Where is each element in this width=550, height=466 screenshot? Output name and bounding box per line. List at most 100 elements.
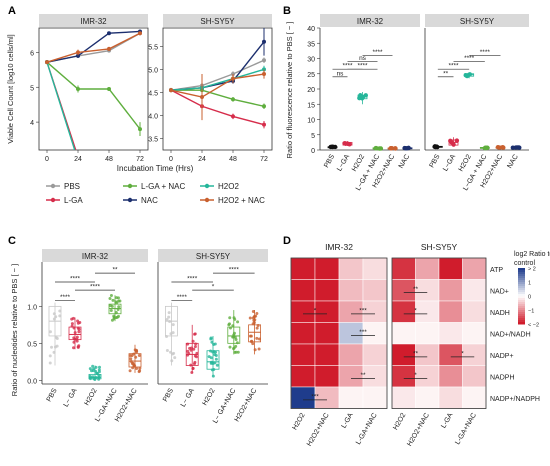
c-point (234, 337, 238, 341)
a-point (231, 97, 235, 102)
c-point (211, 374, 215, 378)
d-legend-swatch (518, 306, 525, 309)
c-point (167, 311, 171, 315)
a-series-line (170, 68, 265, 91)
c-point (114, 310, 118, 314)
a-point (169, 88, 173, 93)
c-point (254, 314, 258, 318)
a-point (107, 31, 111, 36)
d-heat-cell (362, 343, 388, 366)
b-xtick-label: L−GA (336, 153, 351, 172)
b-point (332, 144, 338, 150)
c-point (248, 316, 252, 320)
d-heat-cell (314, 279, 340, 302)
d-heat-cell (438, 365, 463, 388)
c-point (170, 359, 174, 363)
d-legend-swatch (518, 276, 525, 279)
c-point (228, 326, 232, 330)
c-point (255, 336, 259, 340)
d-legend-swatch (518, 270, 525, 273)
c-facet-0-strip (42, 249, 148, 262)
a-point (45, 60, 49, 65)
c-point (193, 360, 197, 364)
c-point (249, 339, 253, 343)
d-heat-cell (362, 365, 388, 388)
b-point (516, 145, 521, 150)
c-point (214, 357, 218, 361)
b-point (448, 138, 453, 144)
c-point (190, 370, 194, 374)
c-point (227, 322, 231, 326)
c-point (128, 369, 132, 373)
b-sig-label: ns (359, 55, 367, 62)
d-row-label: NADP+/NADPH (490, 396, 540, 403)
d-legend-swatch (518, 274, 525, 277)
d-heat-frame-1 (391, 257, 487, 409)
b-point (484, 145, 489, 151)
c-point (88, 377, 92, 381)
d-facet-label-0: IMR-32 (325, 242, 353, 252)
d-heat-cell (415, 322, 440, 345)
b-ytick-label: 0 (311, 148, 315, 155)
a-ytick-label-0: 4 (30, 120, 34, 127)
c-point (76, 319, 80, 323)
d-sig-label: *** (359, 307, 367, 314)
d-legend-swatch (518, 286, 525, 289)
d-heat-cell (391, 322, 416, 345)
d-legend-swatch (518, 308, 525, 311)
a-xtick-label-1: 0 (169, 156, 173, 163)
d-legend-swatch (518, 302, 525, 305)
a-legend-label: L-GA (64, 196, 83, 205)
c-point (108, 296, 112, 300)
d-heat-cell (290, 322, 316, 345)
c-sig-label: **** (187, 275, 198, 282)
d-heat-cell (438, 300, 463, 323)
c-point (114, 296, 118, 300)
d-heat-cell (415, 386, 440, 409)
d-heat-cell (338, 279, 364, 302)
d-legend-title-line1: log2 Ratio to (514, 251, 550, 258)
a-series-line (170, 89, 265, 126)
a-legend-dot (127, 197, 133, 203)
c-point (111, 298, 115, 302)
a-ylabel: Viable Cell Count [log10 cells/ml] (6, 34, 15, 144)
c-point (165, 348, 169, 352)
c-sig-label: * (212, 284, 215, 291)
d-sig-label: ** (413, 286, 419, 293)
a-ytick-label-1: 4.5 (148, 90, 158, 97)
d-legend-swatch (518, 284, 525, 287)
d-legend-swatch (518, 278, 525, 281)
c-point (116, 314, 120, 318)
c-facet-0-strip-label: IMR-32 (82, 252, 109, 261)
c-point (129, 357, 133, 361)
c-point (112, 315, 116, 319)
a-ytick-label-1: 4.0 (148, 113, 158, 120)
a-legend-dot (204, 197, 210, 203)
c-point (91, 369, 95, 373)
a-xtick-label-1: 72 (260, 156, 268, 163)
d-legend-swatch (518, 272, 525, 275)
a-point (262, 39, 266, 44)
b-point (510, 145, 516, 150)
c-point (109, 309, 113, 313)
c-point (116, 307, 120, 311)
c-point (236, 320, 240, 324)
d-heat-cell (462, 279, 487, 302)
b-ytick-label: 40 (307, 26, 315, 33)
d-legend-swatch (518, 316, 525, 319)
a-point (262, 72, 266, 77)
a-point (200, 95, 204, 100)
c-point (192, 347, 196, 351)
a-xtick-label-0: 72 (136, 156, 144, 163)
d-legend-swatch (518, 282, 525, 285)
a-point (138, 31, 142, 36)
c-point (231, 324, 235, 328)
a-point (138, 127, 142, 132)
c-point (165, 317, 169, 321)
b-sig-label: **** (464, 55, 475, 62)
d-legend-swatch (518, 268, 525, 271)
c-point (52, 312, 56, 316)
d-legend-swatch (518, 292, 525, 295)
c-ylabel: Ratio of nucleotides relative to PBS [ −… (10, 264, 19, 396)
c-point (70, 322, 74, 326)
